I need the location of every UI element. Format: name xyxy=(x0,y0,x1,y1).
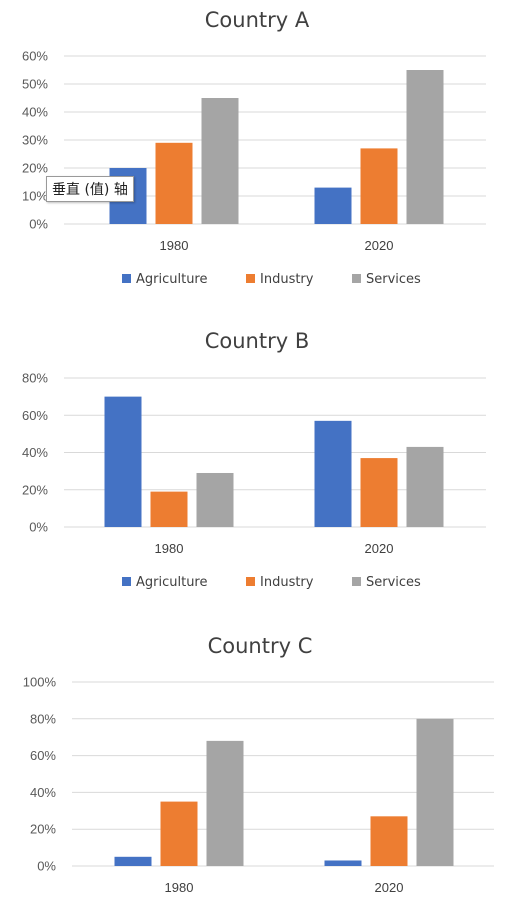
y-tick-label: 30% xyxy=(22,133,48,148)
y-tick-label: 40% xyxy=(22,105,48,120)
bar-services-2020[interactable] xyxy=(406,446,444,527)
y-tick-label: 0% xyxy=(37,859,56,874)
bar-services-1980[interactable] xyxy=(206,740,244,866)
bar-services-1980[interactable] xyxy=(201,98,239,224)
y-tick-label: 80% xyxy=(22,371,48,386)
legend: Agriculture Industry Services xyxy=(122,575,421,590)
bar-industry-2020[interactable] xyxy=(360,148,398,224)
bar-industry-1980[interactable] xyxy=(150,491,188,527)
legend-label: Industry xyxy=(260,272,314,287)
bar-services-2020[interactable] xyxy=(416,718,454,866)
legend-label: Services xyxy=(366,272,421,287)
y-tick-label: 100% xyxy=(23,675,57,690)
legend-label: Industry xyxy=(260,575,314,590)
y-tick-label: 0% xyxy=(29,217,48,232)
legend-swatch xyxy=(246,577,255,586)
x-tick-label: 2020 xyxy=(365,238,394,253)
bar-agriculture-2020[interactable] xyxy=(314,187,352,224)
x-tick-label: 2020 xyxy=(375,880,404,895)
chart-title: Country A xyxy=(205,8,310,32)
bar-services-1980[interactable] xyxy=(196,472,234,527)
y-tick-label: 0% xyxy=(29,520,48,535)
y-tick-label: 40% xyxy=(30,785,56,800)
y-tick-label: 80% xyxy=(30,711,56,726)
chart-3: Country C 0% 20% 40% 60% 80% 100% 1980 2020 xyxy=(23,634,494,895)
y-tick-label: 60% xyxy=(22,49,48,64)
bar-agriculture-1980[interactable] xyxy=(114,856,152,866)
y-tick-label: 10% xyxy=(22,189,48,204)
bar-agriculture-2020[interactable] xyxy=(314,420,352,527)
y-tick-label: 20% xyxy=(30,822,56,837)
y-tick-label: 60% xyxy=(30,748,56,763)
axis-tooltip: 垂直 (值) 轴 xyxy=(46,176,134,202)
bar-agriculture-1980[interactable] xyxy=(104,396,142,527)
chart-2: Country B 0% 20% 40% 60% 80% 1980 2020 Agricultu… xyxy=(22,329,486,590)
legend-label: Agriculture xyxy=(136,272,208,287)
bar-industry-1980[interactable] xyxy=(160,801,198,866)
x-tick-label: 1980 xyxy=(155,541,184,556)
legend-swatch xyxy=(122,274,131,283)
y-tick-label: 20% xyxy=(22,161,48,176)
y-tick-label: 20% xyxy=(22,482,48,497)
x-tick-label: 1980 xyxy=(165,880,194,895)
bar-services-2020[interactable] xyxy=(406,70,444,224)
chart-1: Country A 0% 10% 20% 30% 40% 50% 60% 1980 2020 Agr… xyxy=(22,8,486,287)
bar-industry-1980[interactable] xyxy=(155,142,193,224)
legend-swatch xyxy=(352,274,361,283)
legend-swatch xyxy=(246,274,255,283)
y-tick-label: 60% xyxy=(22,408,48,423)
legend-label: Services xyxy=(366,575,421,590)
legend-label: Agriculture xyxy=(136,575,208,590)
x-tick-label: 2020 xyxy=(365,541,394,556)
legend-swatch xyxy=(352,577,361,586)
x-tick-label: 1980 xyxy=(160,238,189,253)
chart-title: Country C xyxy=(208,634,313,658)
bar-industry-2020[interactable] xyxy=(370,816,408,866)
chart-title: Country B xyxy=(205,329,310,353)
y-tick-label: 40% xyxy=(22,445,48,460)
y-tick-label: 50% xyxy=(22,77,48,92)
legend-swatch xyxy=(122,577,131,586)
bar-industry-2020[interactable] xyxy=(360,458,398,527)
legend: Agriculture Industry Services xyxy=(122,272,421,287)
bar-agriculture-2020[interactable] xyxy=(324,860,362,866)
